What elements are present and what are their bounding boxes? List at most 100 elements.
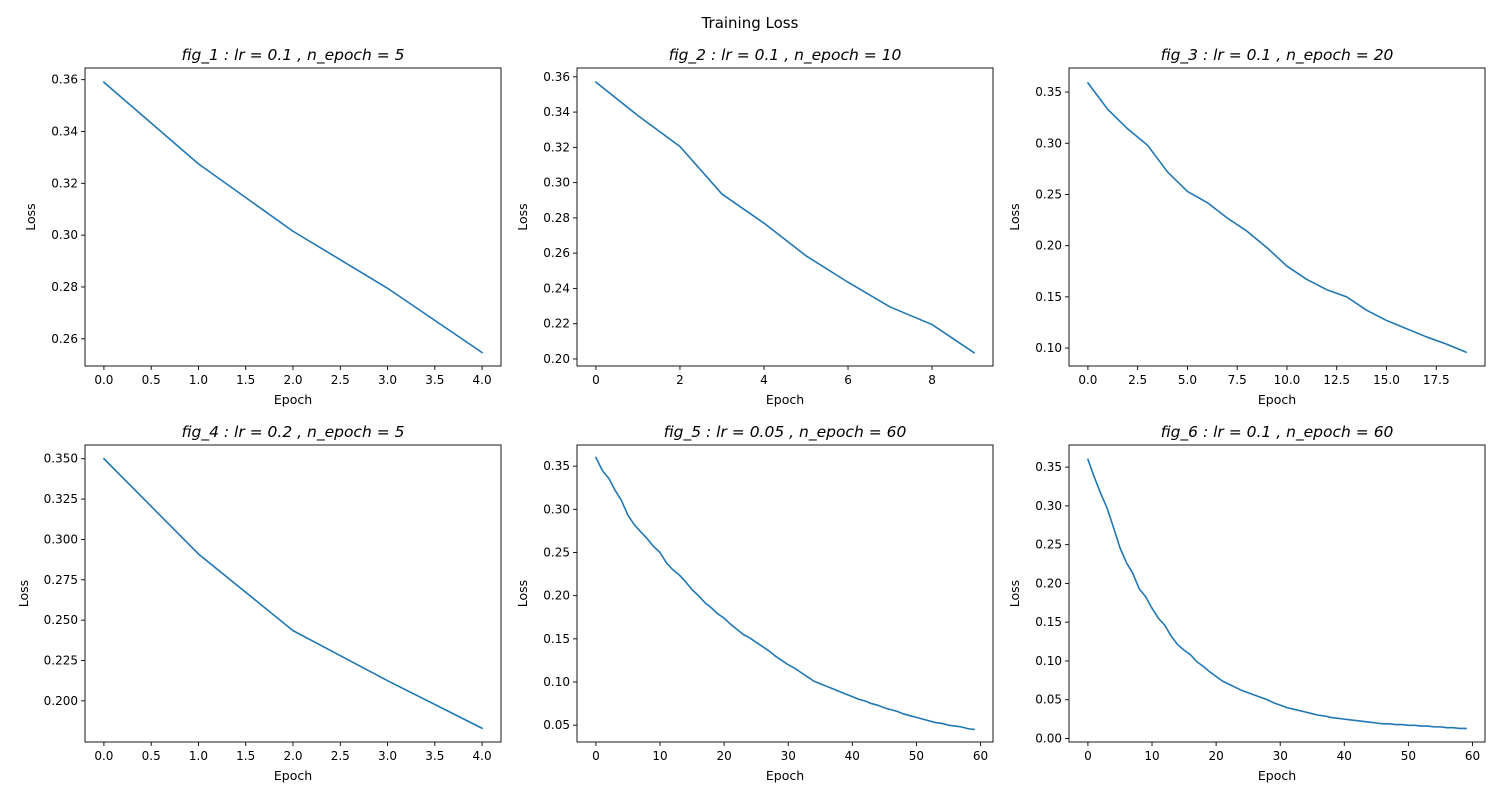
subplot-title: fig_2 : lr = 0.1 , n_epoch = 10 xyxy=(669,46,902,65)
y-tick-label: 0.25 xyxy=(1035,538,1062,552)
x-tick-label: 5.0 xyxy=(1178,373,1197,387)
x-tick-label: 2.0 xyxy=(283,373,302,387)
y-tick-label: 0.26 xyxy=(543,246,570,260)
y-tick-label: 0.32 xyxy=(543,140,570,154)
y-tick-label: 0.28 xyxy=(51,280,78,294)
y-tick-label: 0.15 xyxy=(1035,290,1062,304)
y-tick-label: 0.36 xyxy=(543,70,570,84)
x-tick-label: 1.0 xyxy=(189,749,208,763)
x-tick-label: 17.5 xyxy=(1423,373,1450,387)
y-tick-label: 0.30 xyxy=(543,176,570,190)
subplot-title: fig_1 : lr = 0.1 , n_epoch = 5 xyxy=(182,46,405,65)
x-tick-label: 0.0 xyxy=(94,749,113,763)
y-tick-label: 0.34 xyxy=(543,105,570,119)
y-tick-label: 0.30 xyxy=(51,228,78,242)
loss-series-line xyxy=(594,456,975,731)
subplot-4: fig_4 : lr = 0.2 , n_epoch = 5 0.0 0.5 1.0 1… xyxy=(16,423,502,783)
y-tick-label: 0.35 xyxy=(543,459,570,473)
subplot-grid: fig_1 : lr = 0.1 , n_epoch = 5 0.0 0.5 1.0 1… xyxy=(16,46,1486,783)
y-tick-label: 0.25 xyxy=(1035,187,1062,201)
y-tick-label: 0.22 xyxy=(543,317,570,331)
x-tick-label: 3.5 xyxy=(425,749,444,763)
y-tick-label: 0.05 xyxy=(1035,693,1062,707)
y-axis-label: Loss xyxy=(515,203,530,230)
y-tick-label: 0.250 xyxy=(44,613,78,627)
x-axis-label: Epoch xyxy=(766,392,804,407)
x-tick-label: 4 xyxy=(760,373,768,387)
x-axis-label: Epoch xyxy=(766,768,804,783)
y-tick-label: 0.30 xyxy=(1035,136,1062,150)
y-tick-label: 0.30 xyxy=(543,502,570,516)
x-tick-label: 7.5 xyxy=(1228,373,1247,387)
y-tick-label: 0.28 xyxy=(543,211,570,225)
plot-frame xyxy=(576,67,994,367)
x-tick-label: 0.5 xyxy=(142,749,161,763)
x-tick-label: 1.5 xyxy=(236,749,255,763)
y-tick-label: 0.20 xyxy=(1035,576,1062,590)
subplot-3: fig_3 : lr = 0.1 , n_epoch = 20 0.0 2.5 5.0… xyxy=(1007,46,1486,407)
y-tick-label: 0.10 xyxy=(1035,341,1062,355)
x-tick-label: 3.5 xyxy=(425,373,444,387)
x-tick-label: 1.5 xyxy=(236,373,255,387)
x-tick-label: 0.0 xyxy=(94,373,113,387)
loss-series-line xyxy=(1086,81,1468,354)
x-tick-label: 8 xyxy=(928,373,936,387)
loss-series-line xyxy=(1086,458,1467,730)
x-tick-label: 12.5 xyxy=(1323,373,1350,387)
y-tick-label: 0.275 xyxy=(44,573,78,587)
y-axis-label: Loss xyxy=(23,203,38,230)
plot-frame xyxy=(84,67,502,367)
loss-series-line xyxy=(594,80,976,354)
y-tick-label: 0.15 xyxy=(1035,615,1062,629)
y-tick-label: 0.350 xyxy=(44,452,78,466)
y-tick-label: 0.00 xyxy=(1035,732,1062,746)
x-axis-label: Epoch xyxy=(1258,392,1296,407)
x-tick-label: 15.0 xyxy=(1373,373,1400,387)
x-tick-label: 3.0 xyxy=(378,373,397,387)
x-tick-label: 2 xyxy=(676,373,684,387)
x-axis-label: Epoch xyxy=(274,392,312,407)
x-tick-label: 4.0 xyxy=(473,749,492,763)
x-tick-label: 1.0 xyxy=(189,373,208,387)
y-axis-label: Loss xyxy=(515,580,530,607)
subplot-5: fig_5 : lr = 0.05 , n_epoch = 60 0 10 20 30 4… xyxy=(515,423,994,783)
plot-frame xyxy=(1068,444,1486,743)
x-tick-label: 0.5 xyxy=(142,373,161,387)
subplot-6: fig_6 : lr = 0.1 , n_epoch = 60 0 10 20 30 40… xyxy=(1007,423,1486,783)
x-tick-label: 10 xyxy=(652,749,667,763)
y-axis-label: Loss xyxy=(16,580,31,607)
y-tick-label: 0.200 xyxy=(44,694,78,708)
x-tick-label: 60 xyxy=(1465,749,1480,763)
y-tick-label: 0.30 xyxy=(1035,499,1062,513)
y-tick-label: 0.26 xyxy=(51,332,78,346)
x-tick-label: 50 xyxy=(1401,749,1416,763)
subplot-title: fig_6 : lr = 0.1 , n_epoch = 60 xyxy=(1161,423,1394,442)
x-tick-label: 6 xyxy=(844,373,852,387)
x-tick-label: 0 xyxy=(1084,749,1092,763)
x-tick-label: 60 xyxy=(973,749,988,763)
x-tick-label: 0.0 xyxy=(1078,373,1097,387)
y-tick-label: 0.325 xyxy=(44,492,78,506)
x-tick-label: 40 xyxy=(1337,749,1352,763)
y-tick-label: 0.20 xyxy=(543,589,570,603)
plot-frame xyxy=(576,444,994,743)
x-tick-label: 20 xyxy=(716,749,731,763)
x-tick-label: 20 xyxy=(1208,749,1223,763)
y-tick-label: 0.35 xyxy=(1035,85,1062,99)
y-tick-label: 0.35 xyxy=(1035,460,1062,474)
y-tick-label: 0.10 xyxy=(1035,654,1062,668)
subplot-title: fig_5 : lr = 0.05 , n_epoch = 60 xyxy=(664,423,907,442)
y-tick-label: 0.24 xyxy=(543,281,570,295)
y-axis-label: Loss xyxy=(1007,203,1022,230)
y-tick-label: 0.34 xyxy=(51,124,78,138)
subplot-title: fig_3 : lr = 0.1 , n_epoch = 20 xyxy=(1161,46,1394,65)
x-tick-label: 0 xyxy=(592,373,600,387)
x-tick-label: 2.5 xyxy=(331,373,350,387)
x-axis-label: Epoch xyxy=(274,768,312,783)
y-tick-label: 0.32 xyxy=(51,176,78,190)
x-tick-label: 50 xyxy=(909,749,924,763)
plot-frame xyxy=(84,444,502,743)
y-tick-label: 0.20 xyxy=(1035,239,1062,253)
